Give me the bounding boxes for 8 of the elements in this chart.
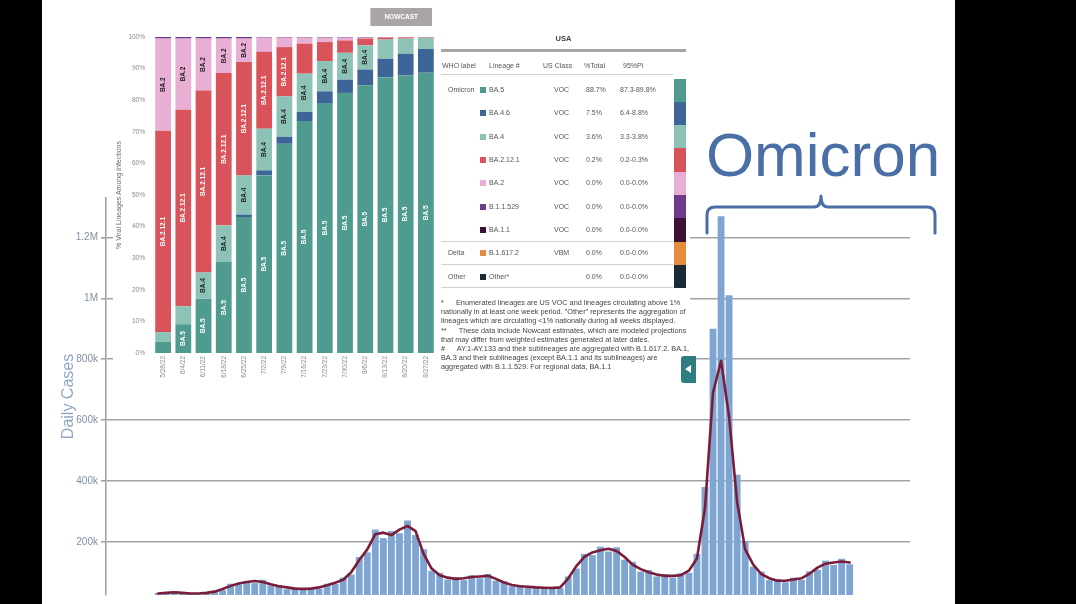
y-tick-label: 600k [76,413,99,425]
text: Omicron [705,120,941,189]
y-axis-title: Daily Cases [59,353,77,440]
y-tick-label: 200k [76,535,99,547]
y-tick-label: 800k [76,352,99,364]
y-tick-label: 1M [84,292,98,304]
y-tick-label: 1.2M [75,231,98,243]
y-tick-label: 400k [76,474,99,486]
